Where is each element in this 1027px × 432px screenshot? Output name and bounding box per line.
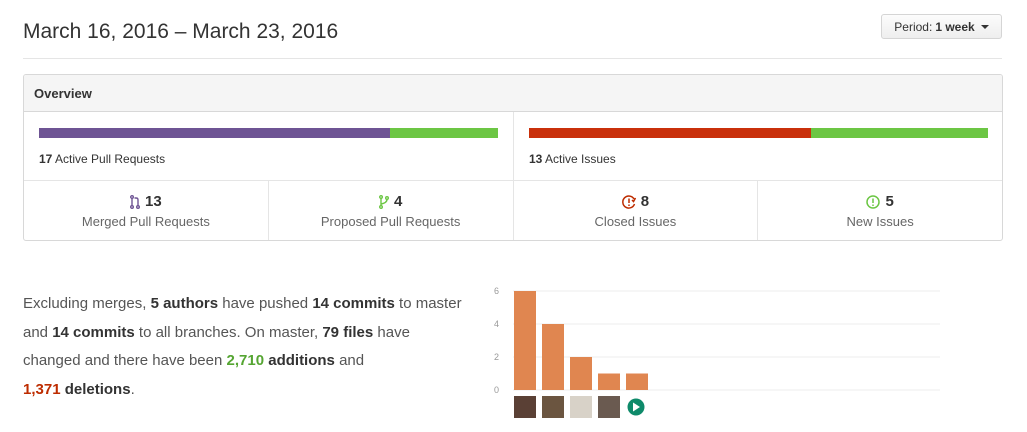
avatar[interactable] bbox=[570, 396, 592, 418]
merged-pull-requests-stat[interactable]: 13 Merged Pull Requests bbox=[81, 193, 210, 229]
pull-requests-bar bbox=[39, 128, 498, 138]
merged-segment bbox=[39, 128, 391, 138]
bar bbox=[598, 373, 620, 390]
divider bbox=[23, 58, 1002, 59]
y-tick-label: 2 bbox=[494, 352, 499, 362]
avatar[interactable] bbox=[542, 396, 564, 418]
git-pull-request-icon bbox=[378, 194, 389, 209]
issues-bar bbox=[529, 128, 988, 138]
closed-segment bbox=[529, 128, 812, 138]
active-pull-requests-link[interactable]: 17 Active Pull Requests bbox=[39, 152, 166, 166]
avatar[interactable] bbox=[514, 396, 536, 418]
issue-closed-icon bbox=[621, 194, 636, 209]
commits-by-author-chart: 0 2 4 6 bbox=[494, 286, 940, 418]
avatar[interactable] bbox=[598, 396, 620, 418]
authors-count: 5 authors bbox=[150, 295, 219, 312]
commit-summary: Excluding merges, 5 authors have pushed … bbox=[23, 295, 462, 398]
y-tick-label: 4 bbox=[494, 319, 499, 329]
caret-down-icon bbox=[980, 24, 989, 29]
bar bbox=[542, 324, 564, 390]
new-segment bbox=[811, 128, 988, 138]
period-dropdown[interactable]: Period: 1 week bbox=[881, 14, 1002, 39]
bar bbox=[514, 291, 536, 390]
period-label: Period: bbox=[894, 19, 933, 34]
new-issues-stat[interactable]: 5 New Issues bbox=[757, 181, 1002, 240]
pull-requests-summary: 17 Active Pull Requests bbox=[24, 112, 513, 180]
issues-summary: 13 Active Issues bbox=[513, 112, 1002, 180]
issue-opened-icon bbox=[866, 194, 881, 209]
y-tick-label: 0 bbox=[494, 385, 499, 395]
active-issues-link[interactable]: 13 Active Issues bbox=[529, 152, 616, 166]
bar bbox=[626, 373, 648, 390]
bar bbox=[570, 357, 592, 390]
overview-panel: Overview 17 Active Pull Requests 13 Acti… bbox=[23, 74, 1003, 241]
page-title: March 16, 2016 – March 23, 2016 bbox=[23, 20, 339, 43]
y-tick-label: 6 bbox=[494, 286, 499, 296]
proposed-segment bbox=[390, 128, 498, 138]
closed-issues-stat[interactable]: 8 Closed Issues bbox=[512, 181, 758, 240]
period-value: 1 week bbox=[935, 19, 975, 34]
overview-title: Overview bbox=[24, 75, 1002, 112]
play-triangle bbox=[633, 402, 640, 412]
proposed-pull-requests-stat[interactable]: 4 Proposed Pull Requests bbox=[267, 181, 513, 240]
git-merge-icon bbox=[130, 194, 141, 209]
